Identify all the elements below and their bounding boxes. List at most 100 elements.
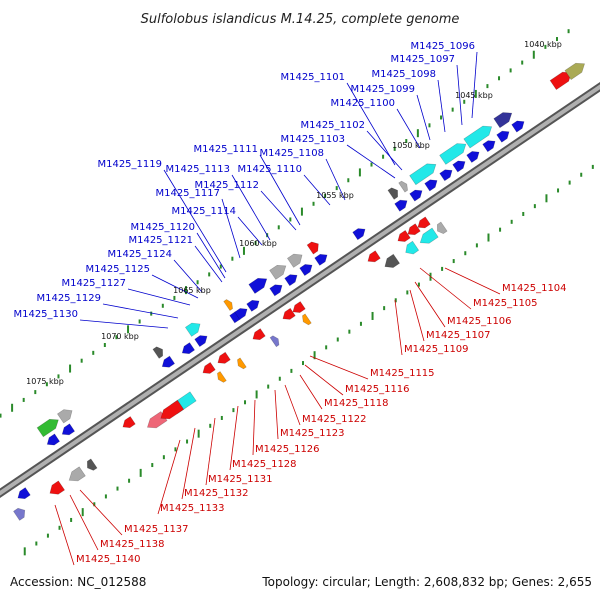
gene-label-forward: M1425_1120 [130, 222, 195, 233]
gene-arrow-forward [424, 179, 438, 192]
gene-arrow-reverse-outer [384, 253, 401, 268]
map-title: Sulfolobus islandicus M.14.25, complete … [141, 12, 460, 27]
leader-line [396, 108, 421, 149]
leader-line [437, 79, 446, 133]
gene-label-reverse: M1425_1107 [426, 330, 491, 341]
gene-arrow-forward-outer [286, 253, 303, 268]
leader-line [346, 144, 396, 179]
gene-label-reverse: M1425_1115 [370, 368, 435, 379]
gene-label-reverse: M1425_1126 [255, 444, 320, 455]
leader-line [79, 489, 123, 536]
gene-label-forward: M1425_1096 [410, 41, 475, 52]
gene-arrow-forward-outer [36, 418, 59, 438]
leader-line [394, 299, 403, 356]
gene-label-reverse: M1425_1132 [184, 488, 249, 499]
leader-line [181, 427, 196, 500]
leader-line [151, 274, 199, 299]
gene-label-forward: M1425_1124 [107, 249, 172, 260]
gene-arrow-forward [246, 299, 260, 312]
gene-arrow-forward-outer [56, 409, 73, 424]
gene-arrow-forward [234, 308, 248, 320]
leader-line [163, 169, 227, 273]
gene-arrow-forward [181, 342, 196, 355]
gene-arrow-reverse-outer [302, 313, 312, 326]
gene-arrow-forward [194, 335, 208, 348]
leader-line [102, 303, 179, 319]
gene-arrow-forward-outer [248, 277, 268, 294]
gene-arrow-forward [61, 423, 76, 436]
gene-label-reverse: M1425_1122 [302, 414, 367, 425]
gene-arrow-forward-outer [387, 187, 399, 200]
gene-label-forward: M1425_1111 [193, 144, 258, 155]
leader-line [416, 94, 431, 141]
gene-label-forward: M1425_1102 [300, 120, 365, 131]
gene-arrow-forward-outer [398, 180, 408, 193]
gene-arrow-forward-outer [306, 241, 319, 255]
gene-label-reverse: M1425_1118 [324, 398, 389, 409]
leader-line [303, 174, 331, 206]
gene-label-forward: M1425_1121 [128, 235, 193, 246]
gene-arrow-reverse [217, 351, 231, 364]
leader-line [409, 289, 425, 342]
accession-text: Accession: NC_012588 [10, 575, 146, 589]
leader-line [304, 364, 344, 396]
gene-arrow-forward-outer [564, 62, 586, 81]
gene-label-reverse: M1425_1140 [76, 554, 141, 565]
gene-arrow-forward-outer [269, 264, 287, 280]
kbp-label: 1045 kbp [455, 91, 493, 100]
gene-label-reverse: M1425_1106 [447, 316, 512, 327]
gene-arrow-forward-outer [184, 322, 201, 337]
gene-label-forward: M1425_1099 [350, 84, 415, 95]
kbp-labels: 1040 kbp 1045 kbp 1050 kbp 1055 kbp 1060 kbp… [26, 40, 562, 386]
gene-label-reverse: M1425_1123 [280, 428, 345, 439]
gene-label-reverse: M1425_1128 [232, 459, 297, 470]
leader-line [471, 51, 478, 119]
leader-line [79, 319, 169, 329]
gene-label-reverse: M1425_1104 [502, 283, 567, 294]
gene-arrow-reverse [282, 307, 296, 320]
gene-label-forward: M1425_1103 [280, 134, 345, 145]
gene-arrow-reverse [202, 361, 216, 374]
gene-label-forward: M1425_1114 [171, 206, 236, 217]
leader-line [259, 154, 301, 226]
leader-line [194, 245, 223, 283]
gene-label-forward: M1425_1112 [194, 180, 259, 191]
leader-line [260, 190, 297, 231]
gene-label-forward: M1425_1117 [155, 188, 220, 199]
leader-line [366, 130, 403, 171]
gene-arrow-reverse [252, 328, 266, 341]
gene-label-reverse: M1425_1131 [208, 474, 273, 485]
gene-label-forward: M1425_1100 [330, 98, 395, 109]
backbone [0, 81, 600, 499]
gene-label-forward: M1425_1129 [36, 293, 101, 304]
gene-arrow-reverse-outer [217, 371, 227, 383]
kbp-label: 1070 kbp [101, 332, 139, 341]
gene-arrow-forward [161, 355, 176, 368]
gene-arrow-reverse [122, 416, 136, 429]
gene-arrow-forward [482, 140, 496, 153]
leader-line [419, 267, 472, 310]
leader-line [299, 374, 323, 410]
gene-label-reverse: M1425_1105 [473, 298, 538, 309]
gene-arrow-reverse-outer [68, 466, 86, 482]
gene-arrow-reverse-outer [269, 335, 280, 348]
leader-line [274, 389, 279, 440]
gene-arrow-reverse [367, 250, 381, 263]
gene-arrow-forward-outer [409, 163, 437, 186]
leader-line [173, 259, 203, 293]
gene-arrow-forward [284, 274, 298, 287]
kbp-label: 1050 kbp [392, 141, 430, 150]
gene-label-forward: M1425_1113 [165, 164, 230, 175]
gene-arrow-forward [452, 160, 466, 173]
gene-arrow-reverse-outer [419, 227, 439, 244]
gene-arrow-forward [466, 151, 480, 163]
gene-arrow-forward [409, 189, 423, 202]
kbp-label: 1065 kbp [173, 286, 211, 295]
gene-label-forward: M1425_1098 [371, 69, 436, 80]
label-leaders [54, 51, 501, 566]
leader-line [444, 267, 501, 295]
leader-line [229, 405, 239, 471]
gene-label-reverse: M1425_1133 [160, 503, 225, 514]
genome-summary-text: Topology: circular; Length: 2,608,832 bp… [261, 575, 592, 589]
gene-label-forward: M1425_1130 [13, 309, 78, 320]
